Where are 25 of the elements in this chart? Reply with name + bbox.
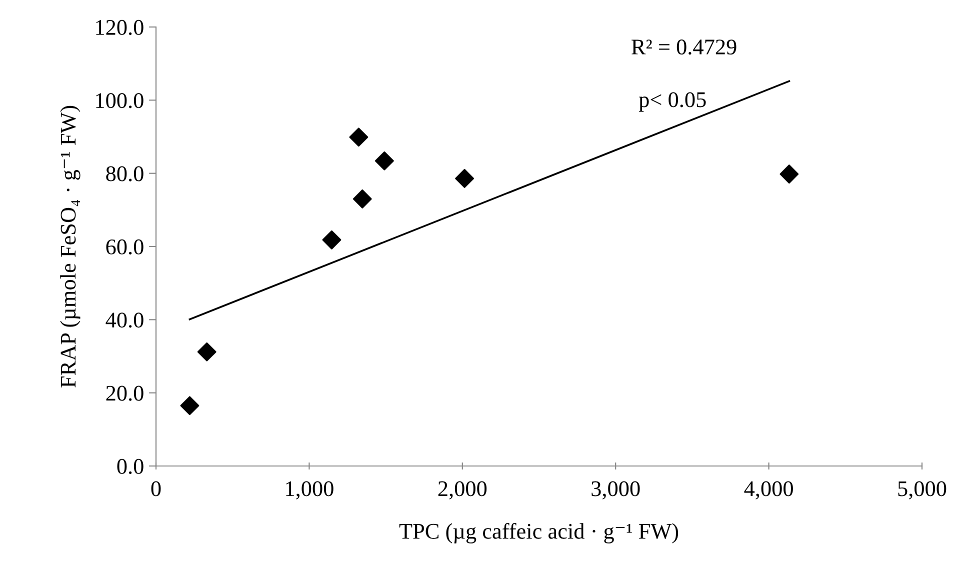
y-tick-label: 120.0 <box>96 20 144 36</box>
x-tick-label: 4,000 <box>744 481 793 500</box>
x-tick-label: 2,000 <box>438 481 487 500</box>
y-tick-label: 80.0 <box>106 166 144 182</box>
y-axis-title: FRAP (µmole FeSO₄ · g⁻¹ FW) <box>60 106 80 388</box>
annotation: R² = 0.4729 <box>632 40 736 55</box>
y-tick-label: 20.0 <box>106 386 144 401</box>
y-tick-label: 100.0 <box>96 93 144 108</box>
y-tick-label: 0.0 <box>117 458 144 474</box>
x-tick-label: 5,000 <box>898 481 946 500</box>
x-axis-title: TPC (µg caffeic acid · g⁻¹ FW) <box>399 522 678 544</box>
x-tick-label: 3,000 <box>592 481 640 500</box>
point <box>352 189 372 208</box>
point <box>322 230 342 250</box>
x-tick-label: 1,000 <box>286 481 334 500</box>
x-tick-label: 0 <box>151 481 161 496</box>
point <box>374 151 394 170</box>
point <box>349 128 368 147</box>
annotation: p< 0.05 <box>638 92 706 112</box>
point <box>180 396 200 416</box>
point <box>780 164 799 184</box>
point <box>455 168 474 188</box>
y-tick-label: 40.0 <box>106 312 144 328</box>
y-tick-label: 60.0 <box>106 239 144 255</box>
point <box>197 342 216 362</box>
